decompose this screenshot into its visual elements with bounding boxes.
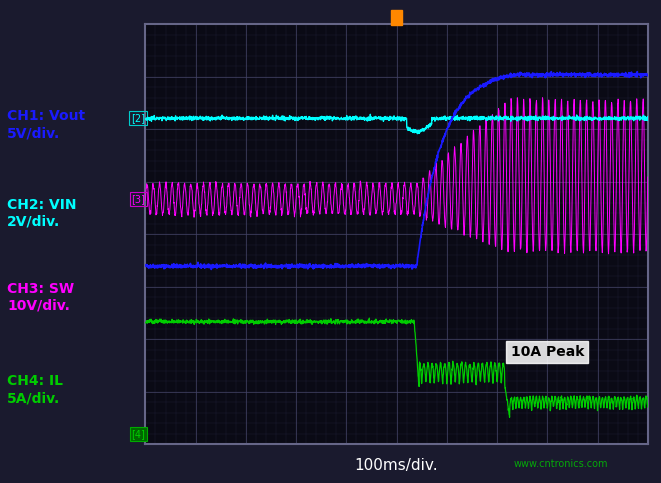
Text: CH3: SW
10V/div.: CH3: SW 10V/div. — [7, 282, 75, 313]
Text: [2]: [2] — [132, 114, 145, 123]
Text: 100ms/div.: 100ms/div. — [355, 458, 438, 473]
Text: 10A Peak: 10A Peak — [510, 345, 584, 359]
Text: CH1: Vout
5V/div.: CH1: Vout 5V/div. — [7, 109, 85, 141]
Text: [3]: [3] — [132, 194, 145, 204]
Text: CH2: VIN
2V/div.: CH2: VIN 2V/div. — [7, 198, 77, 229]
Text: [4]: [4] — [132, 429, 145, 439]
Text: www.cntronics.com: www.cntronics.com — [514, 458, 608, 469]
Text: T: T — [392, 11, 401, 24]
Text: CH4: IL
5A/div.: CH4: IL 5A/div. — [7, 374, 63, 405]
